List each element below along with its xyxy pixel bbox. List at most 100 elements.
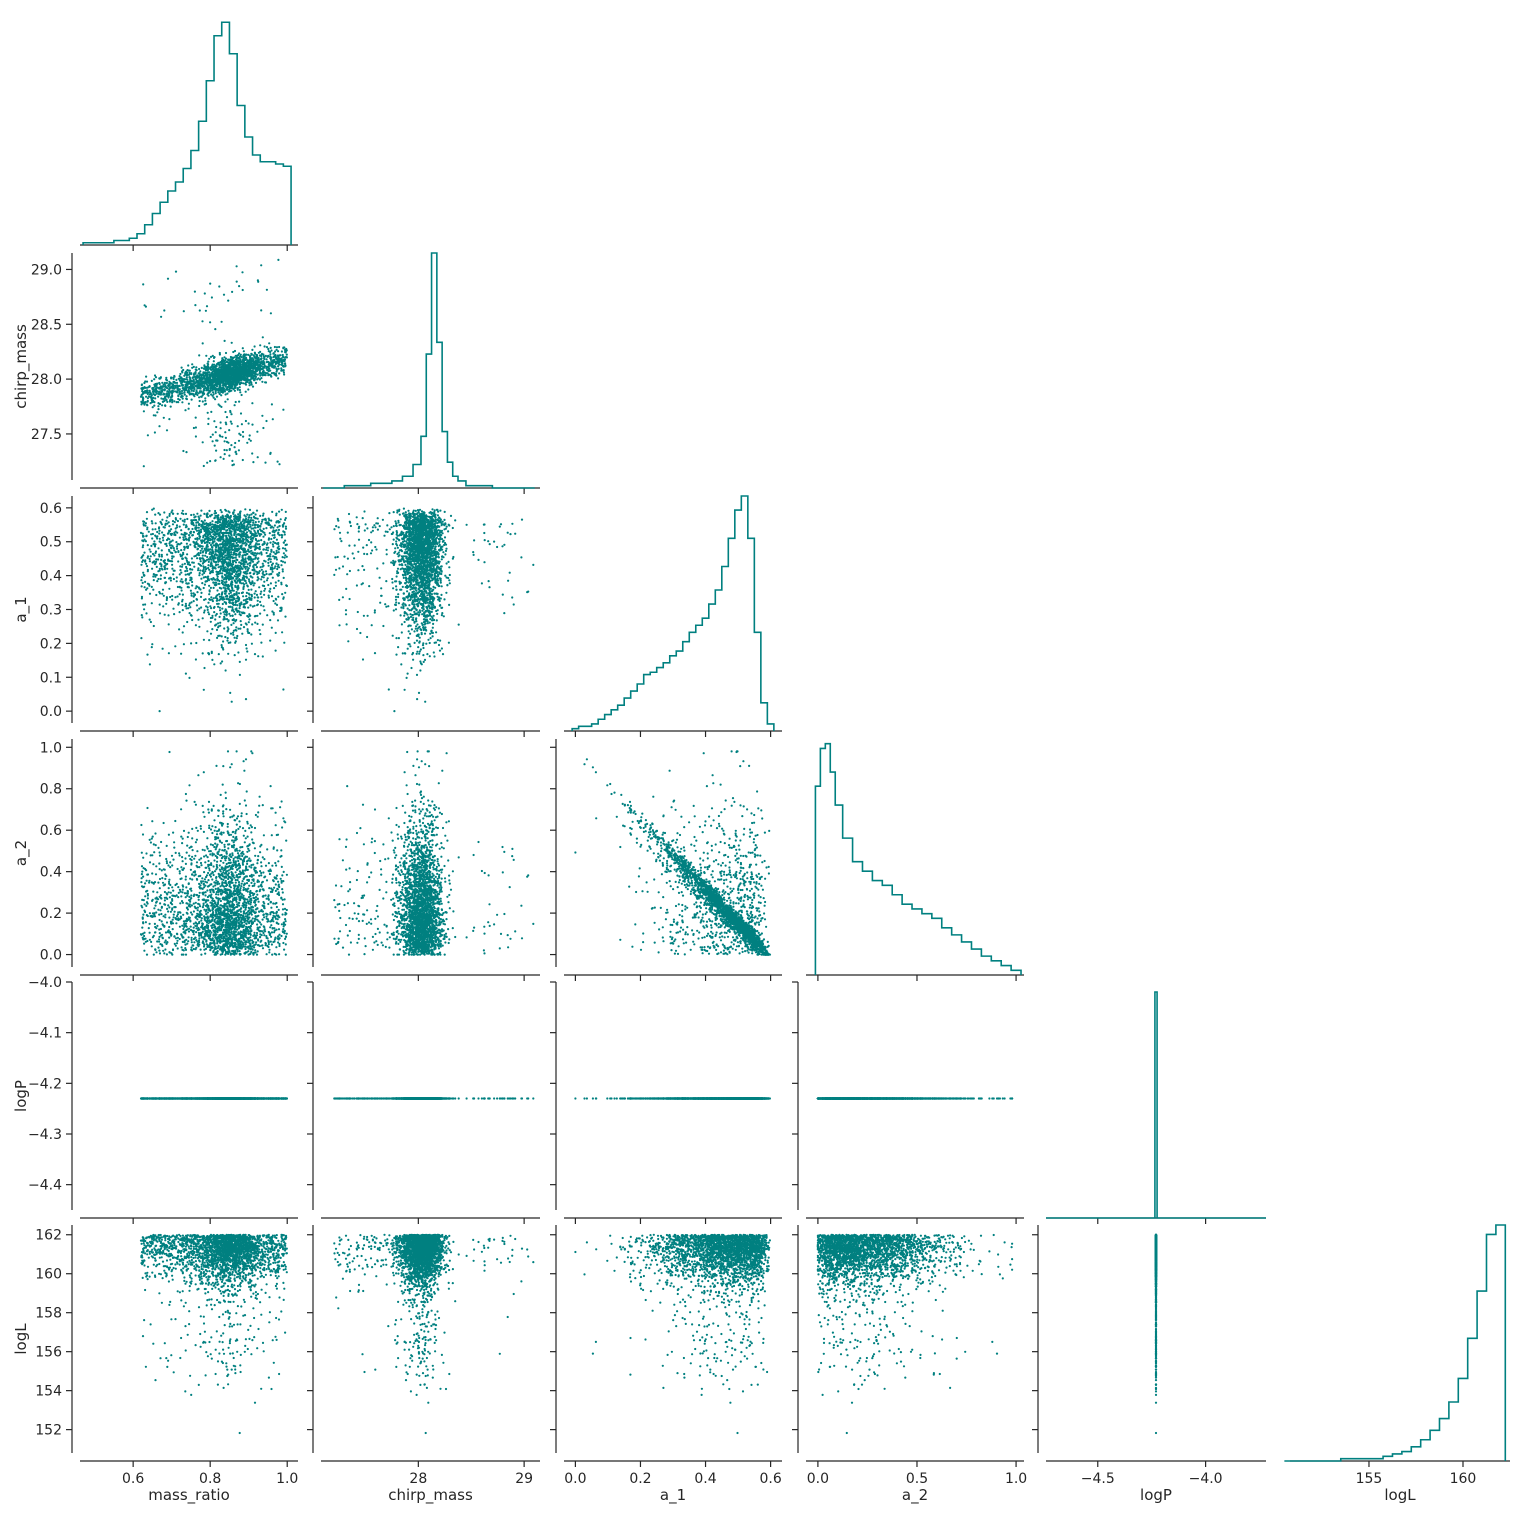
scatter-point: [182, 553, 184, 555]
scatter-point: [204, 534, 206, 536]
scatter-point: [193, 519, 195, 521]
scatter-point: [252, 370, 254, 372]
scatter-point: [198, 608, 200, 610]
scatter-point: [216, 373, 218, 375]
scatter-point: [161, 549, 163, 551]
scatter-point: [210, 621, 212, 623]
scatter-point: [264, 345, 266, 347]
scatter-point: [164, 564, 166, 566]
scatter-point: [254, 593, 256, 595]
scatter-point: [203, 667, 205, 669]
scatter-point: [155, 561, 157, 563]
scatter-point: [214, 515, 216, 517]
scatter-point: [220, 509, 222, 511]
scatter-point: [230, 578, 232, 580]
scatter-point: [240, 620, 242, 622]
scatter-point: [196, 384, 198, 386]
scatter-point: [168, 525, 170, 527]
scatter-point: [177, 520, 179, 522]
scatter-point: [213, 420, 215, 422]
scatter-point: [209, 283, 211, 285]
scatter-point: [172, 573, 174, 575]
scatter-point: [258, 560, 260, 562]
scatter-point: [251, 528, 253, 530]
scatter-point: [270, 452, 272, 454]
scatter-point: [228, 613, 230, 615]
scatter-point: [178, 628, 180, 630]
scatter-point: [226, 523, 228, 525]
scatter-point: [232, 560, 234, 562]
scatter-point: [282, 568, 284, 570]
scatter-point: [249, 572, 251, 574]
scatter-point: [262, 605, 264, 607]
scatter-point: [245, 600, 247, 602]
scatter-point: [267, 355, 269, 357]
scatter-point: [207, 606, 209, 608]
scatter-point: [205, 355, 207, 357]
scatter-point: [281, 534, 283, 536]
scatter-point: [234, 442, 236, 444]
scatter-point: [189, 386, 191, 388]
scatter-point: [142, 398, 144, 400]
scatter-point: [261, 521, 263, 523]
scatter-point: [219, 393, 221, 395]
scatter-point: [225, 366, 227, 368]
scatter-point: [246, 570, 248, 572]
scatter-point: [236, 365, 238, 367]
scatter-point: [206, 374, 208, 376]
scatter-point: [282, 354, 284, 356]
scatter-point: [149, 558, 151, 560]
scatter-point: [251, 623, 253, 625]
scatter-point: [248, 589, 250, 591]
scatter-point: [222, 387, 224, 389]
scatter-point: [214, 512, 216, 514]
scatter-point: [242, 591, 244, 593]
scatter-point: [226, 449, 228, 451]
scatter-point: [236, 382, 238, 384]
scatter-point: [196, 609, 198, 611]
scatter-point: [225, 423, 227, 425]
scatter-point: [259, 633, 261, 635]
scatter-point: [170, 547, 172, 549]
scatter-point: [193, 427, 195, 429]
scatter-point: [181, 558, 183, 560]
scatter-point: [188, 389, 190, 391]
scatter-point: [152, 528, 154, 530]
scatter-point: [242, 382, 244, 384]
scatter-point: [223, 556, 225, 558]
scatter-point: [268, 363, 270, 365]
scatter-point: [224, 618, 226, 620]
scatter-point: [212, 581, 214, 583]
scatter-point: [183, 549, 185, 551]
scatter-point: [259, 371, 261, 373]
scatter-point: [185, 603, 187, 605]
scatter-point: [254, 549, 256, 551]
scatter-point: [221, 548, 223, 550]
scatter-point: [224, 540, 226, 542]
scatter-point: [245, 391, 247, 393]
scatter-point: [179, 554, 181, 556]
scatter-point: [195, 519, 197, 521]
scatter-point: [259, 546, 261, 548]
scatter-point: [248, 516, 250, 518]
scatter-point: [143, 552, 145, 554]
scatter-point: [173, 547, 175, 549]
scatter-point: [264, 462, 266, 464]
scatter-point: [252, 561, 254, 563]
scatter-point: [263, 609, 265, 611]
scatter-point: [232, 632, 234, 634]
scatter-point: [225, 566, 227, 568]
scatter-point: [217, 626, 219, 628]
scatter-point: [198, 396, 200, 398]
scatter-point: [269, 351, 271, 353]
scatter-point: [222, 564, 224, 566]
scatter-point: [146, 527, 148, 529]
scatter-point: [235, 619, 237, 621]
scatter-point: [260, 523, 262, 525]
scatter-point: [185, 673, 187, 675]
scatter-point: [230, 624, 232, 626]
scatter-point: [229, 360, 231, 362]
scatter-point: [245, 518, 247, 520]
scatter-point: [283, 373, 285, 375]
scatter-point: [242, 366, 244, 368]
